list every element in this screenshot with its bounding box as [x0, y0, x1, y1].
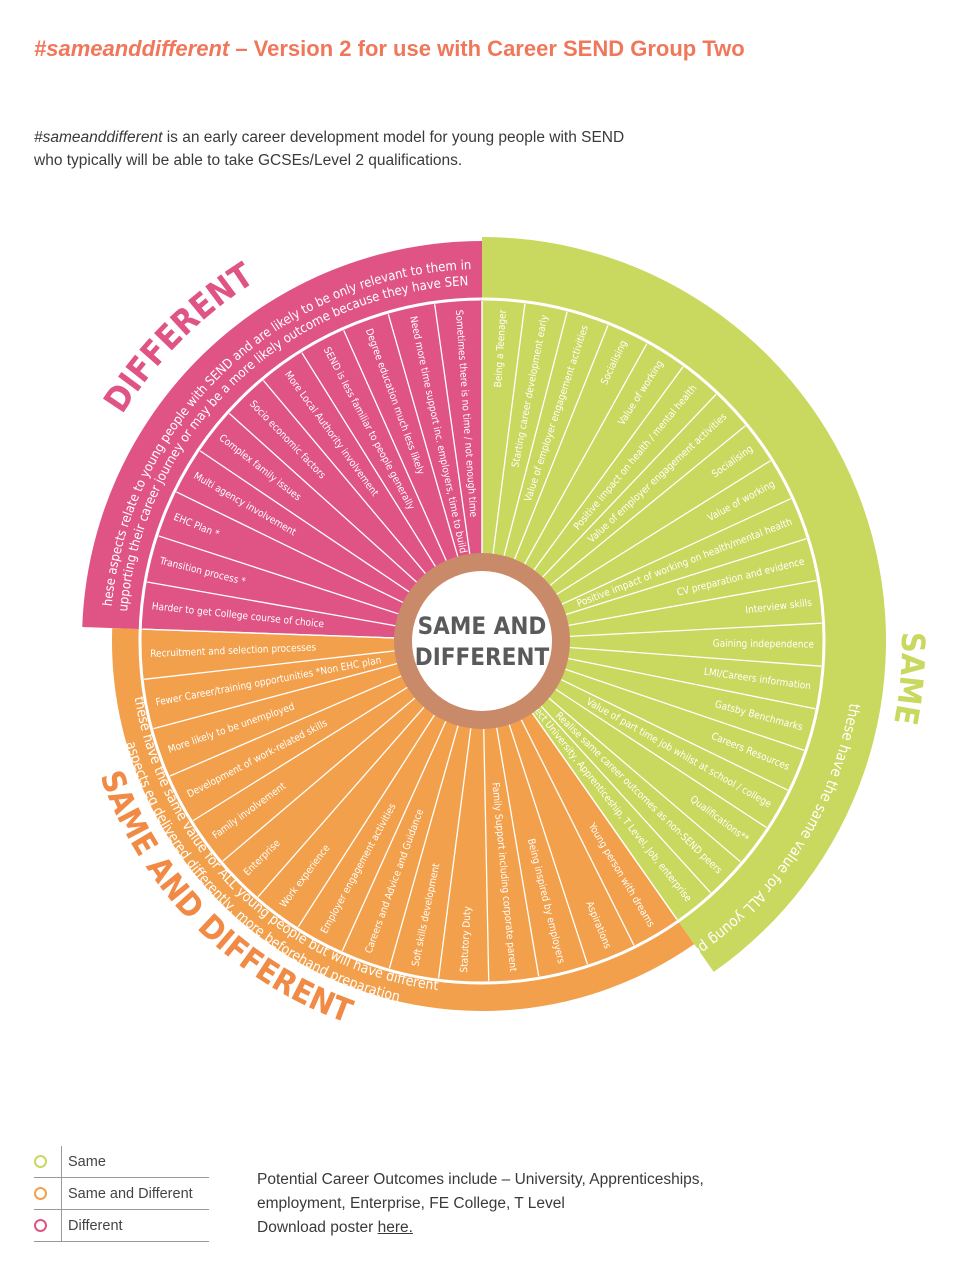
same-divider: [568, 657, 816, 710]
same-and-different-divider: [153, 663, 398, 730]
different-divider: [434, 304, 471, 554]
same-divider: [568, 579, 817, 626]
same-divider: [514, 324, 609, 560]
same-and-different-divider: [496, 727, 540, 977]
same-and-different-divider: [192, 686, 408, 822]
intro-hashtag: #sameanddifferent: [34, 129, 163, 146]
same-divider: [548, 697, 741, 863]
different-divider: [343, 330, 447, 561]
legend-item-same: Same: [34, 1146, 209, 1178]
same-item-label: Being a Teenager: [493, 309, 509, 388]
same-label: SAME: [886, 632, 932, 728]
different-divider: [387, 313, 459, 557]
title-hashtag: #sameanddifferent: [34, 36, 230, 61]
download-text: Download poster: [257, 1219, 378, 1236]
same-divider: [561, 498, 792, 605]
intro-paragraph: #sameanddifferent is an early career dev…: [34, 126, 634, 172]
same-and-different-divider: [144, 650, 395, 680]
same-divider: [555, 688, 767, 828]
different-divider: [158, 535, 399, 615]
same-and-different-divider: [341, 720, 447, 952]
same-divider: [524, 343, 648, 565]
download-line: Download poster here.: [257, 1216, 777, 1240]
same-and-different-divider: [508, 724, 589, 965]
different-divider: [301, 352, 436, 567]
different-divider: [176, 491, 404, 604]
same-and-different-sector: [111, 628, 695, 1011]
legend-item-same-and-different: Same and Different: [34, 1178, 209, 1210]
legend-label: Different: [68, 1217, 123, 1234]
circle-icon: [34, 1187, 47, 1200]
same-divider: [556, 460, 771, 595]
different-divider: [199, 450, 410, 593]
same-and-different-divider: [437, 728, 472, 979]
hub-title-line-1: SAME AND: [418, 612, 547, 640]
circle-icon: [34, 1155, 47, 1168]
same-divider: [503, 311, 568, 556]
intro-rest: is an early career development model for…: [34, 129, 625, 169]
same-and-different-divider: [297, 714, 435, 928]
legend-divider: [61, 1178, 62, 1209]
title-rest: – Version 2 for use with Career SEND Gro…: [229, 36, 745, 61]
same-and-different-divider: [169, 675, 402, 777]
different-divider: [262, 380, 426, 575]
same-divider: [560, 678, 788, 791]
different-sector: [82, 241, 483, 641]
same-divider: [565, 538, 807, 616]
hub-title-line-2: DIFFERENT: [415, 643, 550, 671]
same-divider: [542, 393, 717, 578]
same-and-different-divider: [222, 697, 416, 862]
same-item-label: Gaining independence: [713, 639, 815, 651]
legend-label: Same and Different: [68, 1185, 193, 1202]
different-divider: [142, 628, 395, 639]
same-and-different-divider: [388, 725, 459, 969]
same-divider: [549, 425, 746, 586]
legend: Same Same and Different Different: [34, 1146, 209, 1242]
same-divider: [540, 705, 712, 894]
same-divider: [533, 366, 684, 571]
page-title: #sameanddifferent – Version 2 for use wi…: [34, 36, 745, 62]
same-divider: [492, 303, 526, 554]
same-and-different-item-label: Statutory Duty: [459, 905, 474, 973]
legend-item-different: Different: [34, 1210, 209, 1242]
different-divider: [228, 413, 418, 583]
same-and-different-divider: [520, 719, 635, 946]
outcomes-line-1: Potential Career Outcomes include – Univ…: [257, 1171, 704, 1188]
same-and-different-divider: [257, 706, 425, 898]
legend-divider: [61, 1146, 62, 1177]
same-and-different-divider: [531, 712, 678, 920]
outcomes-line-2: employment, Enterprise, FE College, T Le…: [257, 1195, 565, 1212]
same-divider: [565, 668, 805, 751]
legend-divider: [61, 1210, 62, 1241]
inner-rim: [138, 297, 826, 985]
download-poster-link[interactable]: here.: [377, 1219, 413, 1236]
career-outcomes: Potential Career Outcomes include – Univ…: [257, 1168, 777, 1240]
same-divider: [569, 622, 822, 638]
same-and-different-divider: [483, 728, 490, 981]
hub: [412, 571, 552, 711]
circle-icon: [34, 1219, 47, 1232]
same-divider: [569, 646, 822, 667]
legend-label: Same: [68, 1153, 106, 1170]
different-divider: [147, 581, 396, 627]
